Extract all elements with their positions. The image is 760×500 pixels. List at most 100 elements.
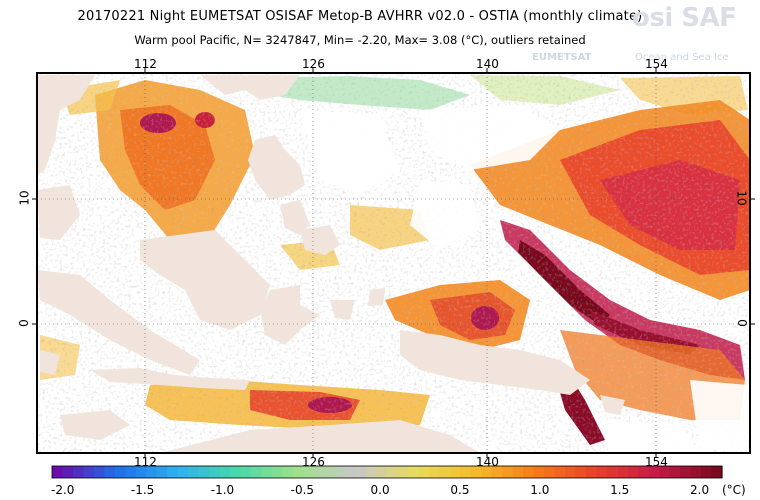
colorbar-segment	[282, 466, 294, 478]
colorbar-segment	[627, 466, 639, 478]
colorbar-segment	[135, 466, 147, 478]
colorbar-segment	[596, 466, 608, 478]
colorbar-segment	[533, 466, 545, 478]
colorbar-segment	[167, 466, 179, 478]
colorbar-segment	[240, 466, 252, 478]
colorbar-segment	[303, 466, 315, 478]
colorbar-segment	[575, 466, 587, 478]
lat-label-left: 10	[17, 190, 32, 206]
colorbar-segment	[659, 466, 671, 478]
colorbar-tick-label: -1.0	[210, 483, 235, 497]
colorbar-segment	[617, 466, 629, 478]
colorbar-segment	[209, 466, 221, 478]
colorbar	[51, 465, 723, 479]
colorbar-tick-label: -1.5	[130, 483, 155, 497]
colorbar-segment	[397, 466, 409, 478]
map-subtitle: Warm pool Pacific, N= 3247847, Min= -2.2…	[134, 33, 586, 47]
colorbar-segment	[648, 466, 660, 478]
no-data-areas	[300, 105, 748, 453]
colorbar-segment	[292, 466, 304, 478]
graticule	[37, 73, 750, 453]
colorbar-segment	[460, 466, 472, 478]
colorbar-segment	[481, 466, 493, 478]
colorbar-tick-label: 0.0	[370, 483, 390, 497]
colorbar-segment	[512, 466, 524, 478]
colorbar-segment	[470, 466, 482, 478]
colorbar-segment	[680, 466, 692, 478]
colorbar-segment	[491, 466, 503, 478]
colorbar-segment	[554, 466, 566, 478]
colorbar-segment	[114, 466, 126, 478]
colorbar-tick-label: 2.0	[690, 483, 710, 497]
colorbar-segment	[690, 466, 702, 478]
colorbar-segment	[669, 466, 681, 478]
colorbar-segment	[261, 466, 273, 478]
lon-label-top: 154	[645, 57, 668, 71]
colorbar-segment	[345, 466, 357, 478]
colorbar-segment	[52, 466, 64, 478]
colorbar-tick-label: 0.5	[450, 483, 470, 497]
lon-label-bottom: 140	[476, 455, 499, 469]
lon-label-bottom: 154	[645, 455, 668, 469]
osisaf-logo: osi SAF	[632, 3, 737, 33]
land-masses	[37, 75, 625, 453]
colorbar-segment	[177, 466, 189, 478]
colorbar-segment	[418, 466, 430, 478]
colorbar-segment	[428, 466, 440, 478]
lon-label-top: 126	[302, 57, 325, 71]
colorbar-segment	[219, 466, 231, 478]
colorbar-segment	[271, 466, 283, 478]
colorbar-segment	[83, 466, 95, 478]
ocean-sea-ice-logo-text: Ocean and Sea Ice	[635, 52, 729, 63]
colorbar-segment	[407, 466, 420, 478]
colorbar-segment	[104, 466, 116, 478]
map-title: 20170221 Night EUMETSAT OSISAF Metop-B A…	[77, 9, 643, 24]
colorbar-segment	[93, 466, 105, 478]
colorbar-segment	[324, 466, 336, 478]
colorbar-segment	[585, 466, 597, 478]
colorbar-segment	[334, 466, 346, 478]
lat-label-right: 0	[734, 319, 749, 327]
colorbar-segment	[564, 466, 577, 478]
colorbar-segment	[72, 466, 85, 478]
axis-ticks	[32, 68, 755, 458]
colorbar-segment	[146, 466, 158, 478]
lat-label-right: 10	[734, 190, 749, 206]
lon-label-top: 140	[476, 57, 499, 71]
colorbar-segment	[638, 466, 650, 478]
colorbar-segment	[125, 466, 137, 478]
colorbar-segment	[355, 466, 367, 478]
colorbar-segment	[701, 466, 713, 478]
colorbar-segment	[449, 466, 461, 478]
colorbar-segment	[387, 466, 399, 478]
colorbar-segment	[188, 466, 200, 478]
map-frame	[36, 72, 751, 454]
colorbar-segment	[250, 466, 262, 478]
eumetsat-logo-text: EUMETSAT	[532, 52, 592, 63]
colorbar-segment	[229, 466, 242, 478]
colorbar-segment	[502, 466, 514, 478]
colorbar-segment	[198, 466, 210, 478]
colorbar-tick-label: 1.0	[530, 483, 550, 497]
lat-label-left: 0	[16, 319, 31, 327]
lon-label-bottom: 126	[302, 455, 325, 469]
colorbar-frame	[51, 465, 723, 479]
colorbar-tick-label: -0.5	[290, 483, 315, 497]
colorbar-segment	[544, 466, 556, 478]
colorbar-segment	[376, 466, 388, 478]
colorbar-segment	[439, 466, 451, 478]
colorbar-segment	[313, 466, 325, 478]
colorbar-tick-label: -2.0	[51, 483, 75, 497]
colorbar-tick-label: 1.5	[610, 483, 630, 497]
colorbar-segment	[523, 466, 535, 478]
colorbar-segment	[711, 466, 723, 478]
colorbar-segment	[606, 466, 618, 478]
lon-label-bottom: 112	[134, 455, 157, 469]
colorbar-segment	[62, 466, 74, 478]
noise-texture	[37, 73, 750, 453]
colorbar-segment	[156, 466, 168, 478]
lon-label-top: 112	[134, 57, 157, 71]
colorbar-unit-label: (°C)	[722, 483, 746, 497]
colorbar-segment	[366, 466, 378, 478]
